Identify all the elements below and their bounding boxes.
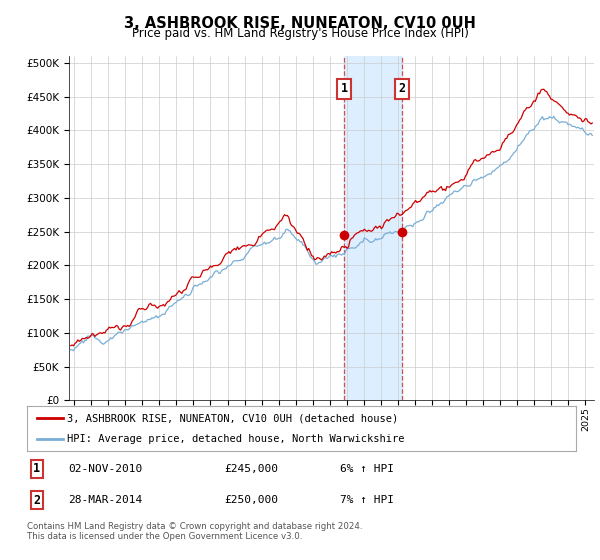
Text: 1: 1: [341, 82, 347, 95]
Text: HPI: Average price, detached house, North Warwickshire: HPI: Average price, detached house, Nort…: [67, 433, 404, 444]
Text: 28-MAR-2014: 28-MAR-2014: [68, 495, 142, 505]
Text: 1: 1: [34, 462, 40, 475]
Text: £245,000: £245,000: [224, 464, 278, 474]
Text: 6% ↑ HPI: 6% ↑ HPI: [340, 464, 394, 474]
Text: Price paid vs. HM Land Registry's House Price Index (HPI): Price paid vs. HM Land Registry's House …: [131, 27, 469, 40]
Text: 7% ↑ HPI: 7% ↑ HPI: [340, 495, 394, 505]
Text: 2: 2: [398, 82, 406, 95]
Bar: [344, 56, 402, 400]
Text: 02-NOV-2010: 02-NOV-2010: [68, 464, 142, 474]
Text: 2: 2: [34, 494, 40, 507]
Text: 3, ASHBROOK RISE, NUNEATON, CV10 0UH (detached house): 3, ASHBROOK RISE, NUNEATON, CV10 0UH (de…: [67, 413, 398, 423]
Text: Contains HM Land Registry data © Crown copyright and database right 2024.
This d: Contains HM Land Registry data © Crown c…: [27, 522, 362, 542]
Text: 3, ASHBROOK RISE, NUNEATON, CV10 0UH: 3, ASHBROOK RISE, NUNEATON, CV10 0UH: [124, 16, 476, 31]
Text: £250,000: £250,000: [224, 495, 278, 505]
